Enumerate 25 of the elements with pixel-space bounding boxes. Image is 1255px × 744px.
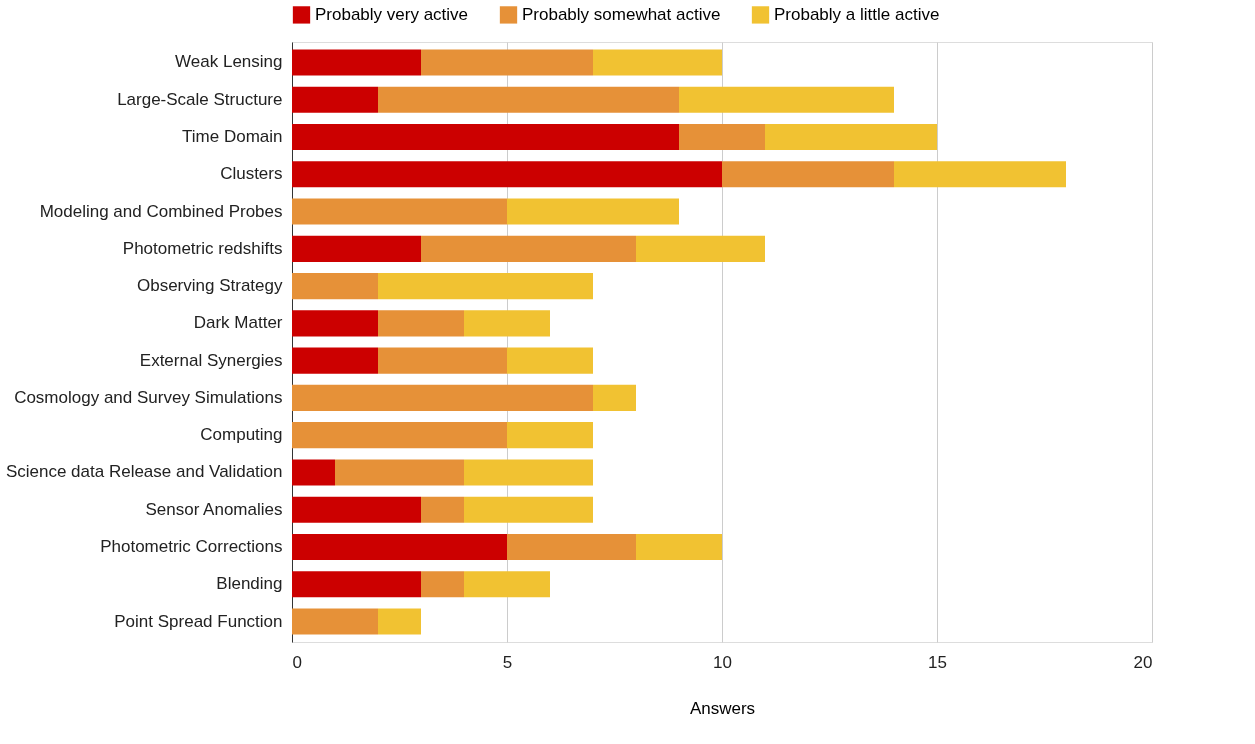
x-tick-label: 20 bbox=[1133, 652, 1153, 672]
y-tick-label: Photometric redshifts bbox=[122, 238, 283, 258]
y-tick-label: Point Spread Function bbox=[114, 611, 283, 631]
x-axis-title: Answers bbox=[689, 698, 756, 718]
y-tick-label: Modeling and Combined Probes bbox=[39, 201, 283, 221]
x-tick-label: 5 bbox=[502, 652, 513, 672]
legend-label: Probably somewhat active bbox=[522, 4, 721, 24]
x-tick-label: 0 bbox=[292, 652, 302, 672]
y-tick-label: Science data Release and Validation bbox=[5, 462, 283, 482]
x-tick-label: 15 bbox=[928, 652, 947, 672]
legend-label: Probably a little active bbox=[774, 4, 940, 24]
y-tick-label: Clusters bbox=[220, 164, 283, 184]
y-tick-label: Dark Matter bbox=[193, 313, 283, 333]
y-tick-label: Weak Lensing bbox=[175, 52, 283, 72]
y-tick-label: Observing Strategy bbox=[136, 276, 283, 296]
y-tick-label: Photometric Corrections bbox=[100, 536, 283, 556]
y-tick-label: Time Domain bbox=[182, 127, 283, 147]
x-tick-label: 10 bbox=[713, 652, 732, 672]
legend-label: Probably very active bbox=[315, 4, 469, 24]
y-tick-label: Blending bbox=[216, 574, 283, 594]
y-tick-label: Cosmology and Survey Simulations bbox=[14, 387, 283, 407]
y-tick-label: Large-Scale Structure bbox=[117, 89, 283, 109]
y-tick-label: Sensor Anomalies bbox=[145, 499, 283, 519]
y-tick-label: External Synergies bbox=[139, 350, 283, 370]
y-tick-label: Computing bbox=[200, 425, 283, 445]
